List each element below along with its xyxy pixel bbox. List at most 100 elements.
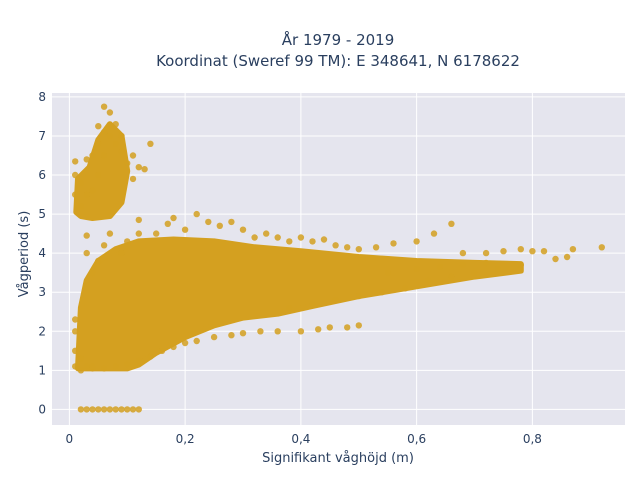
scatter-point	[430, 230, 438, 237]
scatter-point	[83, 249, 90, 257]
scatter-point	[563, 253, 571, 261]
scatter-point	[500, 248, 507, 255]
scatter-point	[355, 322, 362, 329]
y-tick-label: 7	[38, 129, 46, 143]
scatter-point	[164, 220, 171, 227]
scatter-point	[274, 328, 281, 335]
scatter-point	[72, 328, 79, 335]
scatter-point	[413, 265, 420, 272]
y-tick-label: 3	[38, 285, 46, 299]
scatter-point	[77, 355, 85, 362]
scatter-point	[390, 240, 397, 247]
scatter-point	[158, 347, 166, 354]
scatter-point	[216, 222, 223, 229]
scatter-point	[112, 121, 119, 128]
scatter-point	[72, 316, 79, 323]
scatter-point	[448, 220, 455, 227]
scatter-point	[135, 164, 142, 171]
x-tick-label: 0,4	[291, 432, 310, 446]
y-tick-label: 0	[38, 402, 46, 416]
scatter-point	[193, 337, 200, 345]
scatter-point	[83, 406, 90, 413]
scatter-point	[263, 230, 270, 237]
scatter-point	[95, 140, 102, 147]
scatter-point	[100, 406, 108, 413]
scatter-point	[181, 339, 189, 347]
scatter-point	[448, 273, 455, 280]
scatter-points	[72, 103, 605, 413]
scatter-point	[193, 210, 200, 218]
x-tick-label: 0	[66, 432, 74, 446]
scatter-point	[72, 191, 79, 198]
x-tick-label: 0,8	[523, 432, 542, 446]
scatter-point	[83, 232, 90, 239]
scatter-point	[598, 244, 605, 251]
scatter-point	[239, 330, 247, 337]
scatter-point	[77, 179, 85, 186]
scatter-point	[332, 242, 339, 249]
scatter-point	[118, 406, 125, 413]
scatter-point	[129, 175, 137, 183]
scatter-point	[228, 218, 235, 226]
y-tick-label: 8	[38, 90, 46, 104]
scatter-point	[77, 367, 85, 374]
scatter-point	[112, 406, 119, 413]
scatter-point	[315, 326, 322, 333]
scatter-point	[297, 328, 305, 335]
scatter-point	[106, 406, 114, 413]
scatter-point	[141, 166, 148, 173]
scatter-point	[274, 234, 281, 241]
scatter-point	[112, 363, 119, 370]
scatter-point	[95, 257, 102, 265]
gridlines	[52, 93, 625, 425]
scatter-point	[72, 171, 79, 179]
x-axis-label: Signifikant våghöjd (m)	[262, 451, 414, 466]
y-axis-ticks: 0 1 2 3 4 5 6 7 8	[38, 90, 46, 416]
scatter-point	[129, 406, 137, 413]
scatter-point	[118, 249, 125, 257]
scatter-point	[569, 246, 577, 253]
chart-title-line1: År 1979 - 2019	[282, 30, 395, 49]
scatter-point	[181, 226, 189, 233]
scatter-point	[326, 324, 333, 331]
scatter-point	[309, 300, 316, 308]
scatter-point	[129, 152, 137, 159]
scatter-point	[494, 265, 501, 272]
scatter-point	[459, 261, 467, 269]
scatter-point	[89, 152, 96, 159]
scatter-point	[89, 187, 96, 194]
scatter-point	[95, 406, 102, 413]
scatter-point	[77, 203, 85, 210]
scatter-point	[124, 361, 131, 368]
scatter-point	[72, 158, 79, 165]
y-tick-label: 2	[38, 324, 46, 338]
scatter-point	[540, 248, 548, 255]
scatter-point	[344, 244, 351, 251]
scatter-point	[320, 236, 328, 243]
y-tick-label: 5	[38, 207, 46, 221]
x-tick-label: 0,6	[407, 432, 426, 446]
scatter-point	[118, 132, 125, 140]
scatter-point	[257, 328, 264, 335]
scatter-point	[205, 218, 212, 226]
y-tick-label: 6	[38, 168, 46, 182]
scatter-point	[135, 230, 142, 237]
scatter-point	[100, 365, 108, 372]
y-tick-label: 4	[38, 246, 46, 260]
scatter-point	[124, 160, 131, 167]
scatter-point	[72, 363, 79, 370]
scatter-point	[72, 347, 79, 354]
scatter-point	[517, 261, 524, 269]
scatter-point	[344, 324, 351, 331]
scatter-point	[100, 152, 108, 159]
scatter-point	[106, 109, 114, 116]
scatter-point	[210, 333, 218, 341]
scatter-point	[77, 406, 85, 413]
scatter-point	[100, 242, 108, 249]
scatter-point	[425, 277, 432, 284]
scatter-point	[401, 285, 409, 292]
scatter-point	[286, 304, 293, 311]
y-axis-label: Vågperiod (s)	[17, 211, 32, 298]
